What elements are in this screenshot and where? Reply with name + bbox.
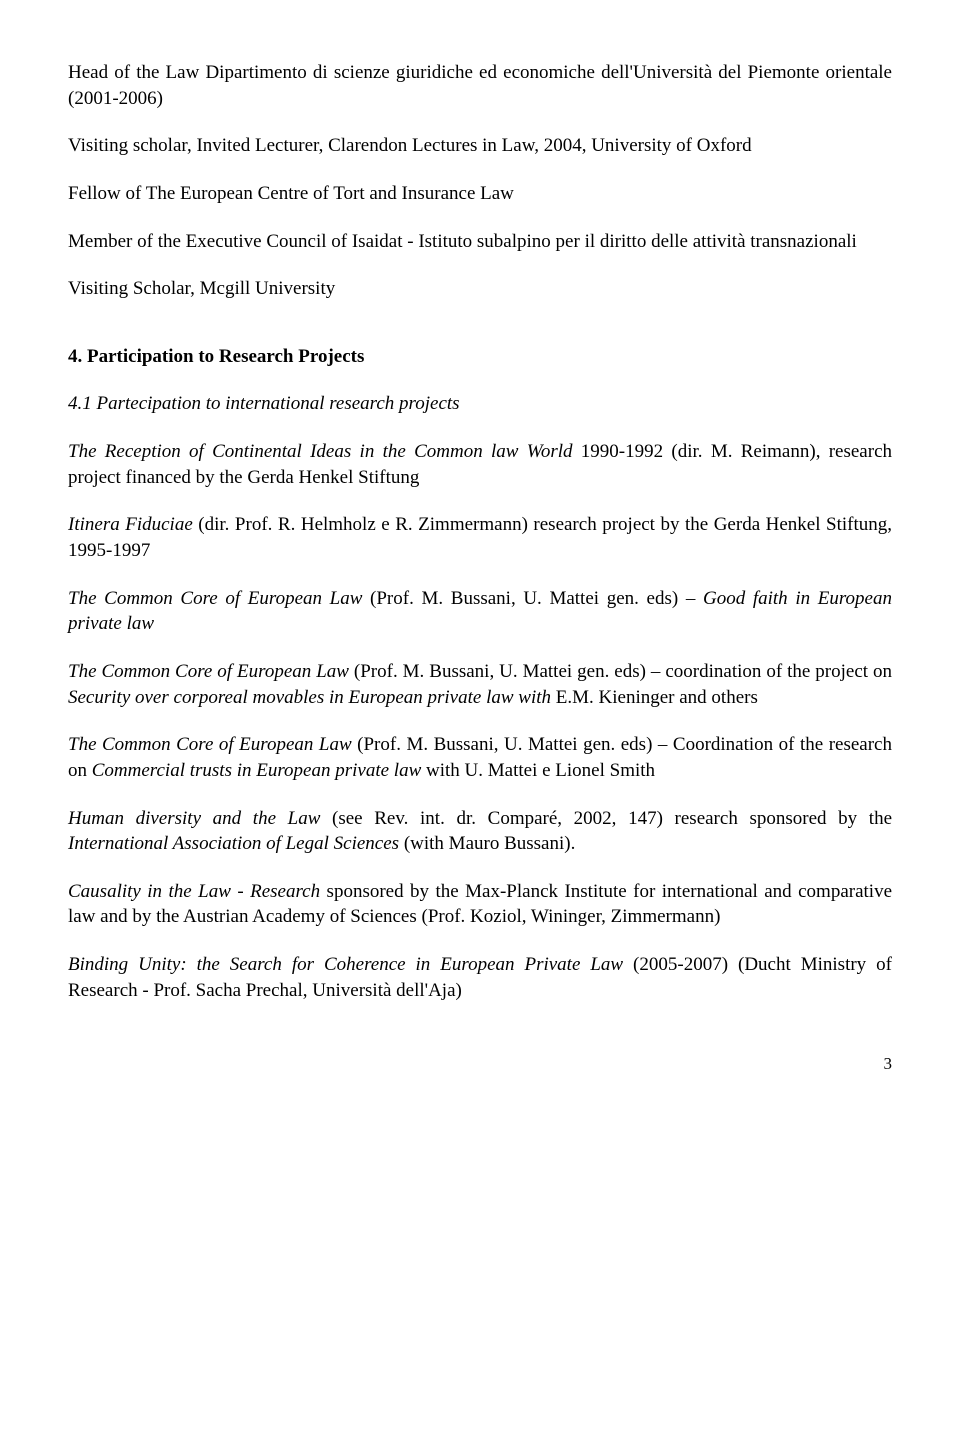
project-title: The Common Core of European Law [68, 734, 352, 755]
project-entry: The Common Core of European Law (Prof. M… [68, 732, 892, 783]
project-title: Binding Unity: the Search for Coherence … [68, 954, 623, 975]
project-detail: (Prof. M. Bussani, U. Mattei gen. eds) – [362, 588, 703, 609]
project-title: The Common Core of European Law [68, 661, 349, 682]
section-subheading: 4.1 Partecipation to international resea… [68, 391, 892, 417]
project-entry: The Common Core of European Law (Prof. M… [68, 586, 892, 637]
project-subtitle: International Association of Legal Scien… [68, 833, 399, 854]
section-heading: 4. Participation to Research Projects [68, 344, 892, 370]
project-entry: The Reception of Continental Ideas in th… [68, 439, 892, 490]
project-entry: Causality in the Law - Research sponsore… [68, 879, 892, 930]
project-title: The Common Core of European Law [68, 588, 362, 609]
project-subtitle: Commercial trusts in European private la… [92, 760, 422, 781]
position-entry: Head of the Law Dipartimento di scienze … [68, 60, 892, 111]
position-entry: Member of the Executive Council of Isaid… [68, 229, 892, 255]
position-entry: Visiting scholar, Invited Lecturer, Clar… [68, 133, 892, 159]
project-detail: (with Mauro Bussani). [399, 833, 575, 854]
project-entry: Human diversity and the Law (see Rev. in… [68, 806, 892, 857]
project-title: Causality in the Law - Research [68, 881, 320, 902]
project-entry: Binding Unity: the Search for Coherence … [68, 952, 892, 1003]
project-subtitle: Security over corporeal movables in Euro… [68, 687, 551, 708]
project-entry: The Common Core of European Law (Prof. M… [68, 659, 892, 710]
project-title: Human diversity and the Law [68, 808, 320, 829]
project-entry: Itinera Fiduciae (dir. Prof. R. Helmholz… [68, 512, 892, 563]
project-title: Itinera Fiduciae [68, 514, 193, 535]
position-entry: Fellow of The European Centre of Tort an… [68, 181, 892, 207]
project-detail: with U. Mattei e Lionel Smith [421, 760, 655, 781]
project-detail: (Prof. M. Bussani, U. Mattei gen. eds) –… [349, 661, 892, 682]
project-detail: (see Rev. int. dr. Comparé, 2002, 147) r… [320, 808, 892, 829]
project-detail: E.M. Kieninger and others [551, 687, 758, 708]
project-title: The Reception of Continental Ideas in th… [68, 441, 573, 462]
page-number: 3 [68, 1053, 892, 1076]
position-entry: Visiting Scholar, Mcgill University [68, 276, 892, 302]
